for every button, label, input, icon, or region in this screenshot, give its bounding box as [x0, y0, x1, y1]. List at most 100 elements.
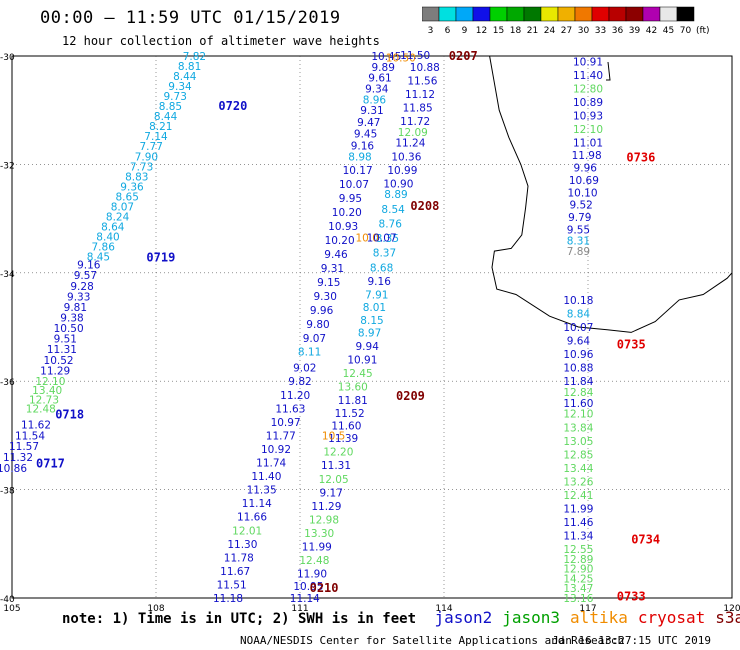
wave-height-label: 10.17 — [343, 165, 373, 177]
wave-height-label: 11.99 — [302, 542, 332, 554]
wave-height-label: 8.44 — [154, 111, 178, 123]
wave-height-label: 11.40 — [251, 471, 281, 483]
wave-height-label: 13.47 — [563, 583, 593, 595]
wave-height-label: 10.5 — [322, 430, 345, 442]
wave-height-label: 8.54 — [381, 204, 405, 216]
wave-height-label: 11.66 — [237, 512, 267, 524]
lon-tick-label: 114 — [435, 604, 452, 614]
pass-time-label: 0733 — [617, 589, 646, 603]
wave-height-label: 8.84 — [567, 308, 591, 320]
wave-height-label: 9.34 — [365, 84, 389, 96]
wave-height-label: 8.96 — [363, 94, 387, 106]
wave-height-label: 11.30 — [227, 539, 257, 551]
wave-height-label: 12.48 — [26, 403, 56, 415]
wave-height-label: 8.83 — [125, 171, 148, 183]
wave-height-label: 8.07 — [111, 201, 134, 213]
legend-label: 42 — [646, 26, 657, 36]
wave-height-label: 11.24 — [395, 138, 425, 150]
lat-tick-label: -30 — [0, 53, 15, 63]
wave-height-label: 11.74 — [256, 458, 286, 470]
legend-label: 39 — [629, 26, 641, 36]
wave-height-label: 11.99 — [563, 504, 593, 516]
footer-credit: NOAA/NESDIS Center for Satellite Applica… — [240, 634, 625, 647]
wave-height-label: 11.29 — [40, 365, 70, 377]
wave-height-label: 9.07 — [303, 333, 326, 345]
wave-height-label: 11.57 — [9, 441, 39, 453]
wave-height-label: 10.50 — [54, 323, 84, 335]
wave-height-label: 9.46 — [324, 249, 348, 261]
wave-height-label: 10.93 — [573, 111, 603, 123]
wave-height-label: 9.79 — [568, 212, 591, 224]
wave-height-label: 9.33 — [67, 291, 90, 303]
wave-height-label: 11.51 — [217, 579, 247, 591]
wave-height-label: 9.28 — [70, 281, 93, 293]
color-legend: 3 6 9 12 15 18 21 24 27 30 33 36 39 42 45 70 (ft) — [422, 6, 710, 36]
wave-height-label: 10.36 — [391, 151, 421, 163]
wave-height-label: 11.18 — [213, 593, 243, 605]
wave-height-label: 12.05 — [319, 474, 349, 486]
satellite-list: jason2 jason3 altika cryosat s3a — [424, 608, 740, 627]
wave-height-label: 11.81 — [338, 395, 368, 407]
legend-label: 9 — [462, 26, 468, 36]
chart-subtitle: 12 hour collection of altimeter wave hei… — [62, 34, 380, 48]
lat-tick-label: -36 — [0, 378, 15, 388]
wave-height-label: 10.07 — [563, 322, 593, 334]
wave-height-label: 10.69 — [569, 175, 599, 187]
lon-tick-label: 117 — [579, 604, 596, 614]
wave-height-label: 11.63 — [275, 403, 305, 415]
wave-height-label: 12.98 — [309, 514, 339, 526]
wave-height-label: 11.77 — [266, 430, 296, 442]
wave-height-label: 9.61 — [368, 73, 391, 85]
pass-time-label: 0209 — [396, 389, 425, 403]
wave-height-label: 7.86 — [92, 242, 116, 254]
wave-height-label: 13.05 — [563, 436, 593, 448]
wave-height-label: 12.89 — [563, 554, 593, 566]
wave-height-label: 9.15 — [317, 277, 340, 289]
wave-height-label: 12.10 — [573, 124, 603, 136]
wave-height-label: 11.50 — [400, 50, 430, 62]
pass-time-label: 0719 — [146, 251, 175, 265]
wave-height-label: 11.40 — [573, 70, 603, 82]
satellite-altika: altika — [570, 608, 628, 627]
wave-height-label: 8.01 — [363, 302, 386, 314]
note-row: note: 1) Time is in UTC; 2) SWH is in fe… — [62, 608, 740, 627]
wave-height-label: 12.55 — [563, 544, 593, 556]
wave-height-label: 9.36 — [120, 181, 144, 193]
lon-tick-label: 108 — [147, 604, 164, 614]
wave-height-label: 9.02 — [293, 363, 316, 375]
wave-height-label: 8.76 — [379, 218, 403, 230]
wave-height-label: 11.84 — [563, 376, 593, 388]
wave-height-label: 10.18 — [563, 295, 593, 307]
wave-height-label: 9.64 — [567, 336, 591, 348]
wave-height-label: 9.94 — [356, 341, 380, 353]
wave-height-label: 11.60 — [331, 420, 361, 432]
wave-height-label: 11.60 — [563, 398, 593, 410]
legend-label: 30 — [578, 26, 590, 36]
legend-label: 36 — [612, 26, 624, 36]
wave-height-label: 12.90 — [563, 564, 593, 576]
wave-height-label: 8.11 — [298, 346, 321, 358]
wave-height-label: 14.25 — [563, 573, 593, 585]
pass-time-label: 0717 — [36, 457, 65, 471]
wave-height-label: 8.21 — [149, 121, 172, 133]
legend-label: 12 — [476, 26, 487, 36]
legend-unit: (ft) — [696, 26, 710, 36]
wave-height-label: 13.16 — [563, 593, 593, 605]
wave-height-label: 11.32 — [3, 452, 33, 464]
wave-height-label: 13.40 — [32, 385, 62, 397]
wave-height-label: 9.38 — [60, 313, 83, 325]
wave-height-label: 7.90 — [135, 151, 158, 163]
wave-height-label: 11.54 — [15, 430, 45, 442]
wave-height-label: 12.80 — [573, 84, 603, 96]
wave-height-label: 11.29 — [311, 501, 341, 513]
wave-height-label: 10.89 — [573, 97, 603, 109]
legend-swatch — [676, 6, 695, 22]
wave-height-label: 11.98 — [572, 150, 602, 162]
legend-label: 33 — [595, 26, 606, 36]
wave-height-label: 8.98 — [348, 151, 371, 163]
legend-label: 18 — [510, 26, 522, 36]
legend-label: 6 — [445, 26, 451, 36]
wave-height-label: 11.14 — [242, 498, 272, 510]
wave-height-label: 9.16 — [77, 260, 101, 272]
